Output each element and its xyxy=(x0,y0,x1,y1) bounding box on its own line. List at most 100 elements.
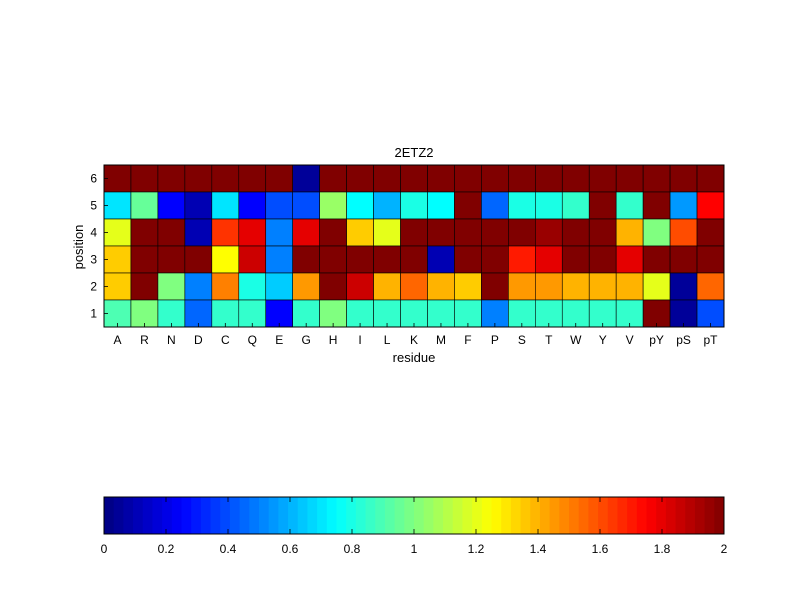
heatmap-plot xyxy=(103,164,725,328)
heatmap-cell-5-A xyxy=(103,191,132,220)
heatmap-cell-2-H xyxy=(319,272,347,301)
colorbar-segment xyxy=(355,497,367,534)
heatmap-cell-4-Q xyxy=(238,218,267,247)
y-axis-tick-labels: 6 5 4 3 2 1 xyxy=(90,172,108,321)
x-tick-label-V: V xyxy=(626,333,634,347)
heatmap-cell-4-K xyxy=(400,218,428,247)
heatmap-cell-5-M xyxy=(427,191,455,220)
colorbar-tick-label: 1.4 xyxy=(530,542,547,556)
heatmap-cell-4-E xyxy=(265,218,293,247)
heatmap-cell-6-V xyxy=(615,164,644,193)
heatmap-cell-5-E xyxy=(265,191,293,220)
colorbar-tick-label: 0.2 xyxy=(158,542,175,556)
heatmap-cell-1-L xyxy=(373,299,401,328)
colorbar-segment xyxy=(259,497,270,534)
heatmap-cell-2-P xyxy=(481,272,509,301)
heatmap-cell-1-pS xyxy=(669,299,698,328)
colorbar-segment xyxy=(133,497,144,534)
colorbar-segment xyxy=(104,497,115,534)
heatmap-cell-3-A xyxy=(103,245,132,274)
y-axis-label: position xyxy=(71,225,86,270)
y-tick-label-3: 3 xyxy=(90,253,97,267)
heatmap-cell-3-K xyxy=(400,245,428,274)
heatmap-cell-5-S xyxy=(508,191,536,220)
colorbar-segment xyxy=(249,497,260,534)
heatmap-cell-1-R xyxy=(130,299,159,328)
colorbar-tick-label: 0 xyxy=(101,542,108,556)
colorbar-segment xyxy=(598,497,609,534)
heatmap-cell-5-T xyxy=(535,191,563,220)
heatmap-cell-6-A xyxy=(103,164,132,193)
heatmap-cell-4-I xyxy=(346,218,374,247)
heatmap-cell-3-W xyxy=(561,245,590,274)
colorbar-segment xyxy=(239,497,250,534)
colorbar-segment xyxy=(491,497,502,534)
colorbar-segment xyxy=(646,497,657,534)
x-tick-label-C: C xyxy=(221,333,230,347)
heatmap-cell-2-pY xyxy=(642,272,671,301)
colorbar-tick-label: 2 xyxy=(721,542,728,556)
heatmap-cell-5-N xyxy=(157,191,186,220)
heatmap-cell-5-pT xyxy=(696,191,725,220)
x-tick-label-pS: pS xyxy=(676,333,691,347)
heatmap-cell-5-H xyxy=(319,191,347,220)
x-tick-label-pT: pT xyxy=(704,333,719,347)
heatmap-cell-3-H xyxy=(319,245,347,274)
heatmap-cell-1-S xyxy=(508,299,536,328)
colorbar-segment xyxy=(704,497,715,534)
heatmap-cell-4-P xyxy=(481,218,509,247)
heatmap-cell-6-M xyxy=(427,164,455,193)
heatmap-cell-6-pT xyxy=(696,164,725,193)
colorbar-segment xyxy=(588,497,599,534)
colorbar-segment xyxy=(268,497,279,534)
heatmap-cell-6-P xyxy=(481,164,509,193)
y-tick-label-1: 1 xyxy=(90,307,97,321)
colorbar-segment xyxy=(307,497,318,534)
colorbar-segment xyxy=(113,497,124,534)
heatmap-cell-4-G xyxy=(292,218,320,247)
x-tick-label-P: P xyxy=(491,333,499,347)
colorbar-segment xyxy=(656,497,667,534)
colorbar-segment xyxy=(607,497,618,534)
heatmap-cell-1-F xyxy=(454,299,482,328)
colorbar-segment xyxy=(472,497,483,534)
heatmap-cell-6-D xyxy=(184,164,213,193)
heatmap-cell-3-pT xyxy=(696,245,725,274)
heatmap-cell-2-Y xyxy=(588,272,617,301)
heatmap-cell-2-V xyxy=(615,272,644,301)
colorbar-tick-label: 0.4 xyxy=(220,542,237,556)
colorbar-segment xyxy=(210,497,221,534)
colorbar-segment xyxy=(384,497,396,534)
heatmap-cell-6-S xyxy=(508,164,536,193)
heatmap-cell-5-D xyxy=(184,191,213,220)
heatmap-cell-3-E xyxy=(265,245,293,274)
y-tick-label-5: 5 xyxy=(90,199,97,213)
x-tick-label-L: L xyxy=(384,333,391,347)
heatmap-cell-6-L xyxy=(373,164,401,193)
heatmap-cell-6-I xyxy=(346,164,374,193)
colorbar-segment xyxy=(200,497,212,534)
colorbar-segment xyxy=(501,497,512,534)
heatmap-cell-6-F xyxy=(454,164,482,193)
heatmap-cell-2-G xyxy=(292,272,320,301)
heatmap-cell-4-H xyxy=(319,218,347,247)
heatmap-cell-6-Q xyxy=(238,164,267,193)
heatmap-cell-3-M xyxy=(427,245,455,274)
colorbar-segment xyxy=(229,497,241,534)
heatmap-cell-4-F xyxy=(454,218,482,247)
heatmap-cell-3-G xyxy=(292,245,320,274)
heatmap-cell-1-pY xyxy=(642,299,671,328)
colorbar-segment xyxy=(510,497,522,534)
colorbar-segment xyxy=(578,497,589,534)
colorbar-tick-labels: 0 0.2 0.4 0.6 0.8 1 1.2 1.4 1.6 1.8 2 xyxy=(101,497,728,556)
heatmap-cell-3-V xyxy=(615,245,644,274)
colorbar-segment xyxy=(694,497,706,534)
x-tick-label-F: F xyxy=(464,333,471,347)
colorbar-segment xyxy=(627,497,638,534)
heatmap-cell-2-C xyxy=(211,272,240,301)
colorbar xyxy=(103,496,725,535)
colorbar-segment xyxy=(152,497,163,534)
heatmap-cell-1-Y xyxy=(588,299,617,328)
heatmap-cell-4-L xyxy=(373,218,401,247)
heatmap-cell-1-P xyxy=(481,299,509,328)
